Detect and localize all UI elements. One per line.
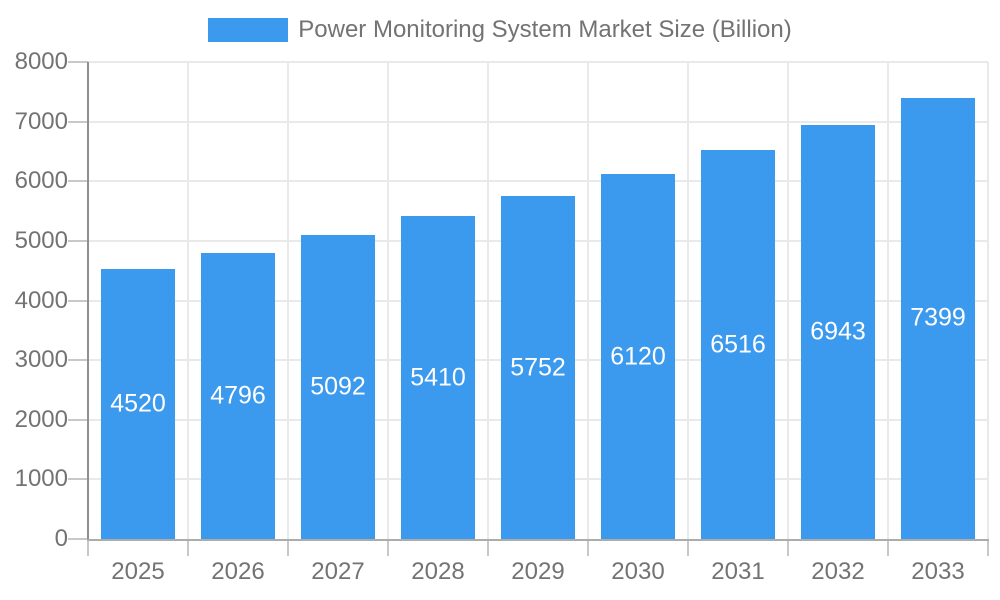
bar-value-label: 7399 bbox=[910, 303, 966, 332]
legend-swatch bbox=[208, 18, 289, 42]
y-axis-tick bbox=[68, 538, 88, 540]
x-axis-tick bbox=[387, 539, 389, 556]
x-tick-label: 2027 bbox=[311, 558, 365, 585]
bar-2031[interactable]: 6516 bbox=[701, 150, 775, 539]
legend-item[interactable]: Power Monitoring System Market Size (Bil… bbox=[208, 16, 792, 44]
y-tick-label: 6000 bbox=[14, 167, 68, 195]
x-axis-line bbox=[87, 539, 989, 541]
y-axis-line bbox=[87, 62, 89, 541]
chart-title: Power Monitoring System Market Size (Bil… bbox=[298, 16, 792, 43]
y-gridline bbox=[88, 120, 988, 123]
x-gridline bbox=[587, 62, 589, 539]
x-axis-tick bbox=[887, 539, 889, 556]
y-axis-tick bbox=[68, 239, 88, 242]
bar-value-label: 6943 bbox=[810, 317, 866, 346]
x-axis-tick bbox=[587, 539, 589, 556]
bar-value-label: 5092 bbox=[310, 372, 366, 401]
x-axis-tick bbox=[487, 539, 489, 556]
x-tick-label: 2025 bbox=[111, 558, 165, 585]
x-axis-tick bbox=[187, 539, 189, 556]
y-axis-tick bbox=[68, 478, 88, 481]
y-tick-label: 3000 bbox=[14, 346, 68, 374]
y-tick-label: 4000 bbox=[14, 286, 68, 314]
bar-2028[interactable]: 5410 bbox=[401, 216, 475, 539]
bar-value-label: 6120 bbox=[610, 342, 666, 371]
bar-2027[interactable]: 5092 bbox=[301, 235, 375, 539]
y-tick-label: 2000 bbox=[14, 405, 68, 433]
bar-value-label: 4796 bbox=[210, 381, 266, 410]
y-axis-tick bbox=[68, 180, 88, 183]
x-axis-tick bbox=[987, 539, 989, 556]
x-tick-label: 2026 bbox=[211, 558, 265, 585]
y-tick-label: 5000 bbox=[14, 226, 68, 254]
x-tick-label: 2032 bbox=[811, 558, 865, 585]
x-gridline bbox=[787, 62, 789, 539]
bar-2026[interactable]: 4796 bbox=[201, 253, 275, 539]
x-gridline bbox=[887, 62, 889, 539]
x-tick-label: 2033 bbox=[911, 558, 965, 585]
y-axis-tick bbox=[68, 61, 88, 63]
y-axis-tick bbox=[68, 359, 88, 362]
y-gridline bbox=[88, 61, 988, 63]
x-axis-tick bbox=[687, 539, 689, 556]
bar-2033[interactable]: 7399 bbox=[901, 97, 975, 539]
legend: Power Monitoring System Market Size (Bil… bbox=[0, 16, 1000, 44]
x-gridline bbox=[187, 62, 189, 539]
bar-2029[interactable]: 5752 bbox=[501, 196, 575, 539]
x-gridline bbox=[387, 62, 389, 539]
y-gridline bbox=[88, 180, 988, 183]
y-tick-label: 7000 bbox=[14, 107, 68, 135]
bar-value-label: 5752 bbox=[510, 353, 566, 381]
y-tick-label: 0 bbox=[54, 525, 68, 552]
x-tick-label: 2030 bbox=[611, 558, 665, 585]
x-axis-tick bbox=[787, 539, 789, 556]
x-gridline bbox=[287, 62, 289, 539]
x-axis-tick bbox=[87, 539, 89, 556]
bar-value-label: 5410 bbox=[410, 363, 466, 392]
bar-2025[interactable]: 4520 bbox=[101, 269, 175, 539]
x-gridline bbox=[687, 62, 689, 539]
y-tick-label: 8000 bbox=[14, 48, 68, 75]
bar-value-label: 4520 bbox=[110, 389, 166, 418]
x-tick-label: 2028 bbox=[411, 558, 465, 585]
bar-2032[interactable]: 6943 bbox=[801, 125, 875, 539]
x-axis-tick bbox=[287, 539, 289, 556]
x-gridline bbox=[987, 62, 989, 539]
bar-2030[interactable]: 6120 bbox=[601, 174, 675, 539]
y-axis-tick bbox=[68, 299, 88, 302]
y-tick-label: 1000 bbox=[14, 465, 68, 493]
y-axis-tick bbox=[68, 418, 88, 421]
x-tick-label: 2031 bbox=[711, 558, 765, 585]
y-axis-tick bbox=[68, 120, 88, 123]
x-tick-label: 2029 bbox=[511, 558, 565, 585]
x-gridline bbox=[487, 62, 489, 539]
bar-value-label: 6516 bbox=[710, 330, 766, 359]
